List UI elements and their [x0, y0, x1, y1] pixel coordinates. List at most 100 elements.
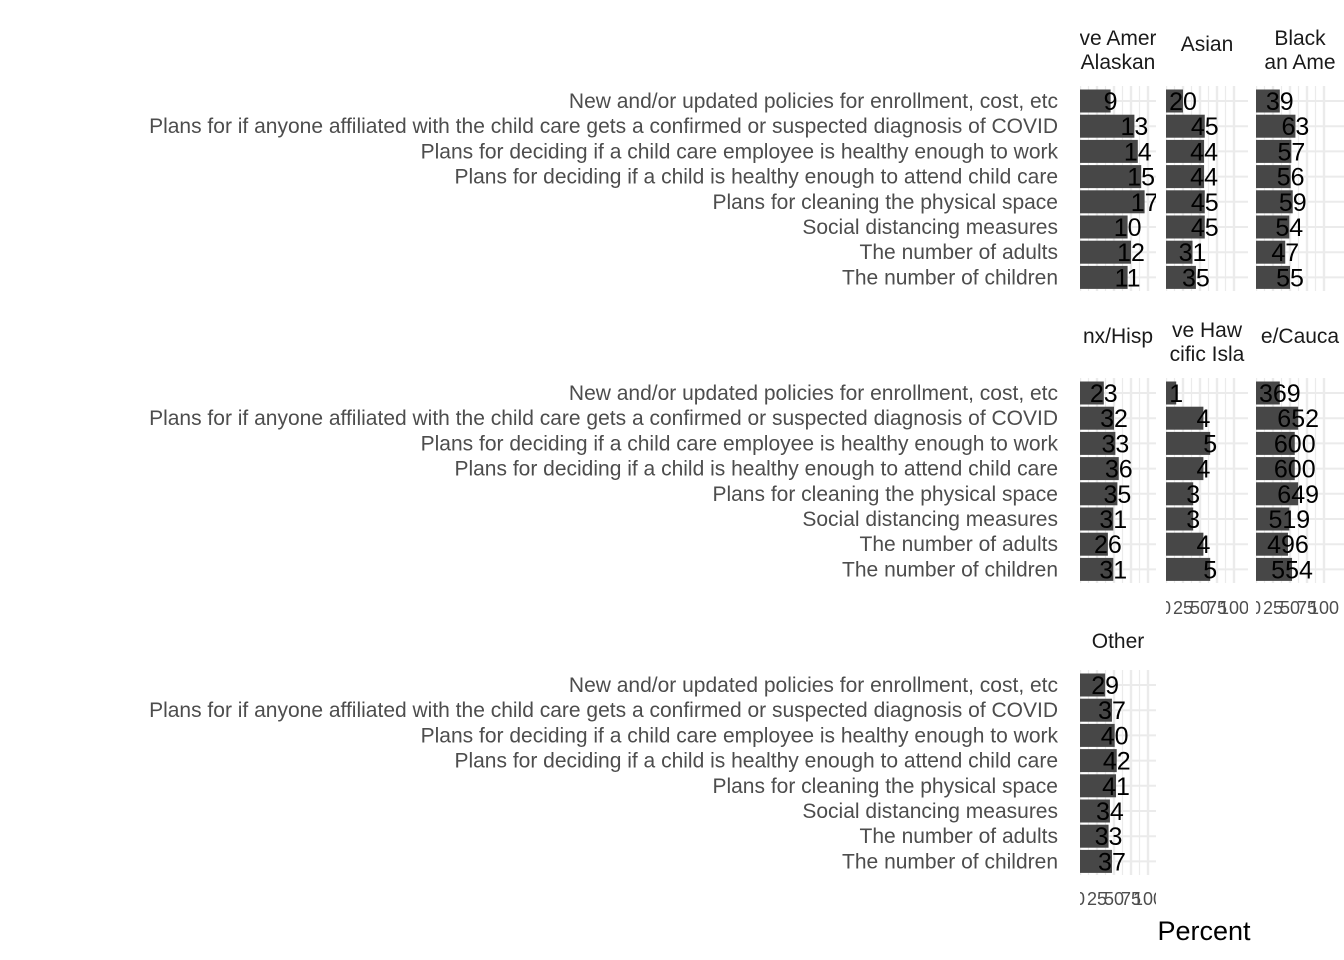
- bar-value-label: 4: [1196, 456, 1210, 484]
- bar: [1080, 507, 1114, 531]
- category-label: New and/or updated policies for enrollme…: [569, 90, 1058, 113]
- category-label: Plans for deciding if a child is healthy…: [454, 750, 1058, 773]
- bar-value-label: 44: [1190, 138, 1218, 166]
- category-label: Plans for deciding if a child is healthy…: [454, 166, 1058, 189]
- x-tick-label: 0: [1161, 598, 1171, 618]
- bar: [1166, 240, 1193, 264]
- bar: [1166, 406, 1204, 430]
- bar-value-label: 32: [1100, 405, 1128, 433]
- bar: [1166, 557, 1211, 581]
- bar-value-label: 45: [1191, 113, 1219, 141]
- category-label: Plans for deciding if a child care emplo…: [421, 140, 1059, 163]
- bar: [1256, 165, 1291, 189]
- bar-value-label: 13: [1120, 113, 1148, 141]
- bar: [1256, 557, 1293, 581]
- bar: [1080, 139, 1138, 163]
- bar-value-label: 57: [1277, 138, 1305, 166]
- bar: [1166, 265, 1196, 289]
- category-label: Plans for cleaning the physical space: [712, 191, 1058, 214]
- bar-value-label: 496: [1267, 531, 1309, 559]
- bar: [1166, 431, 1211, 455]
- bar: [1166, 482, 1194, 506]
- bar: [1256, 507, 1290, 531]
- facet-panels: ve Amer Alaskan913141517101211Asian204544…: [1079, 27, 1344, 909]
- category-label: The number of adults: [860, 825, 1058, 848]
- category-label: Plans for if anyone affiliated with the …: [149, 407, 1058, 430]
- x-tick-label: 50: [1190, 598, 1210, 618]
- bar-value-label: 37: [1098, 848, 1126, 876]
- x-tick-label: 25: [1173, 598, 1193, 618]
- bar: [1256, 190, 1293, 214]
- bar: [1080, 406, 1114, 430]
- bar: [1080, 698, 1112, 722]
- x-tick-label: 50: [1104, 889, 1124, 909]
- bar: [1080, 532, 1108, 556]
- bar-value-label: 649: [1277, 481, 1319, 509]
- facet-strip-line: an Ame: [1264, 51, 1335, 74]
- category-label: Social distancing measures: [802, 508, 1058, 531]
- facet-strip-label: ve Amer Alaskan: [1079, 27, 1156, 74]
- category-label: The number of children: [842, 266, 1058, 289]
- bar-value-label: 40: [1101, 722, 1129, 750]
- bar-value-label: 11: [1115, 264, 1141, 292]
- bar: [1080, 799, 1110, 823]
- category-label: Plans for if anyone affiliated with the …: [149, 115, 1058, 138]
- bar: [1166, 532, 1204, 556]
- bar: [1166, 215, 1205, 239]
- category-labels: New and/or updated policies for enrollme…: [149, 90, 1058, 873]
- facet-strip-line: ve Haw: [1172, 319, 1243, 342]
- facet-strip-label: nx/Hisp: [1083, 325, 1153, 348]
- bar: [1080, 240, 1131, 264]
- bar-value-label: 369: [1259, 380, 1301, 408]
- bar-value-label: 5: [1203, 430, 1217, 458]
- bar: [1080, 190, 1145, 214]
- bar: [1080, 265, 1128, 289]
- bar-value-label: 14: [1124, 138, 1152, 166]
- bar-value-label: 12: [1117, 239, 1145, 267]
- bar-value-label: 26: [1094, 531, 1122, 559]
- bar: [1256, 381, 1280, 405]
- facet-strip-line: cific Isla: [1170, 343, 1245, 366]
- bar: [1080, 557, 1114, 581]
- facet-strip-line: Asian: [1181, 33, 1234, 56]
- bar: [1080, 89, 1111, 113]
- x-tick-label: 25: [1263, 598, 1283, 618]
- facet-strip-line: nx/Hisp: [1083, 325, 1153, 348]
- category-label: Plans for deciding if a child is healthy…: [454, 458, 1058, 481]
- bar: [1080, 482, 1118, 506]
- bar: [1256, 406, 1299, 430]
- bar-value-label: 23: [1090, 380, 1118, 408]
- bar: [1256, 215, 1290, 239]
- x-tick-label: 25: [1087, 889, 1107, 909]
- facet-strip-label: Other: [1092, 630, 1145, 653]
- bar: [1080, 824, 1109, 848]
- bar-value-label: 33: [1101, 430, 1129, 458]
- x-tick-label: 100: [1133, 889, 1163, 909]
- bar-value-label: 5: [1203, 556, 1217, 584]
- bar: [1256, 431, 1295, 455]
- bar-value-label: 35: [1103, 481, 1131, 509]
- bar: [1080, 849, 1112, 873]
- bar: [1166, 381, 1177, 405]
- bar-value-label: 34: [1096, 798, 1124, 826]
- bar-value-label: 3: [1186, 506, 1200, 534]
- bar: [1256, 139, 1292, 163]
- bar-value-label: 35: [1182, 264, 1210, 292]
- bar-value-label: 31: [1099, 556, 1127, 584]
- facet-strip-label: Black an Ame: [1264, 27, 1335, 74]
- bar: [1256, 532, 1288, 556]
- bar-value-label: 45: [1191, 189, 1219, 217]
- bar: [1080, 431, 1116, 455]
- bar: [1256, 89, 1280, 113]
- bar: [1080, 673, 1106, 697]
- bar: [1166, 507, 1194, 531]
- bar-value-label: 4: [1196, 405, 1210, 433]
- category-label: Plans for cleaning the physical space: [712, 483, 1058, 506]
- bar: [1166, 190, 1205, 214]
- bar-value-label: 29: [1091, 672, 1119, 700]
